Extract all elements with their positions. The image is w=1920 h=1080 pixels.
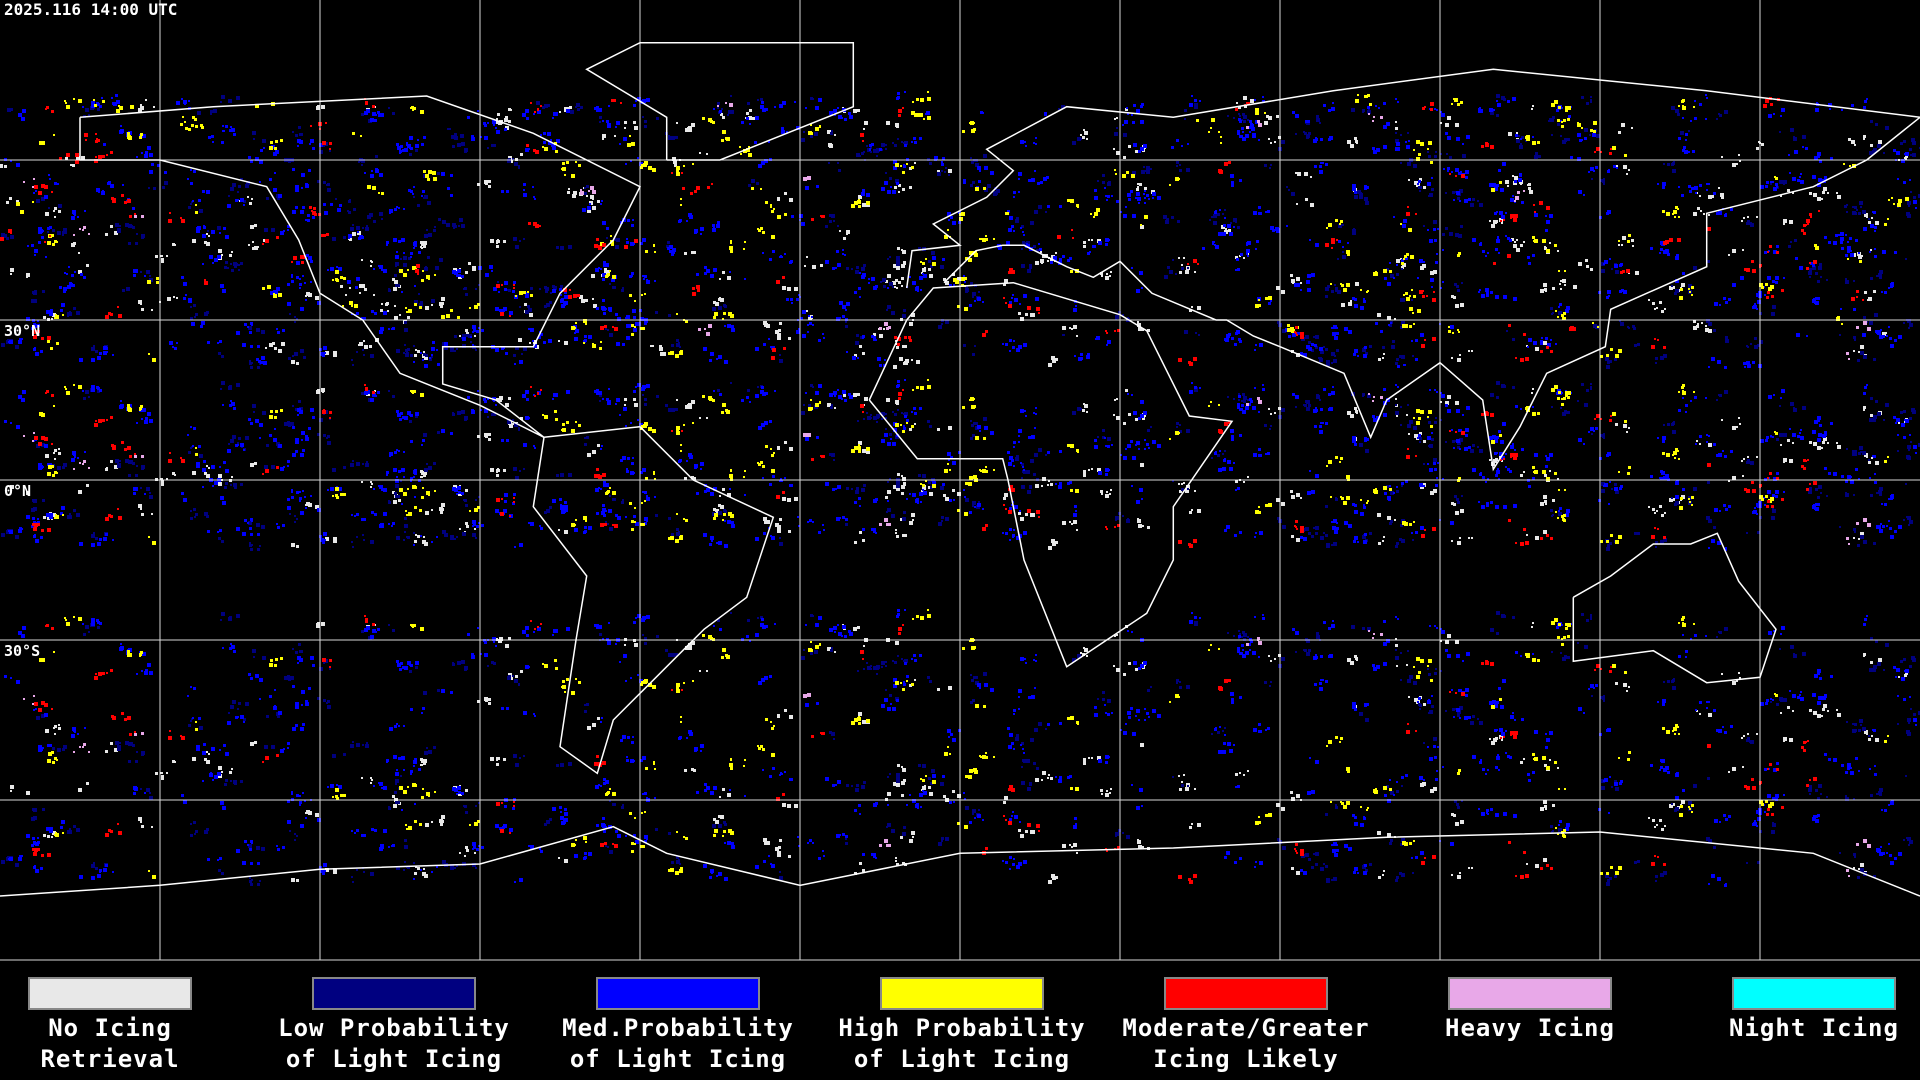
legend-swatch bbox=[312, 977, 476, 1010]
coastline bbox=[1572, 532, 1777, 684]
icing-pixels bbox=[4, 91, 1917, 887]
legend-swatch bbox=[1164, 977, 1328, 1010]
legend-label: Heavy Icing bbox=[1445, 1014, 1615, 1042]
latitude-label: 0°N bbox=[4, 482, 31, 500]
legend-label: of Light Icing bbox=[854, 1045, 1070, 1073]
latitude-label: 30°S bbox=[4, 642, 40, 660]
legend-label: of Light Icing bbox=[570, 1045, 786, 1073]
legend: No Icing Retrieval Low Probability of Light… bbox=[28, 977, 1899, 1073]
coastline bbox=[868, 281, 1234, 668]
coastline bbox=[79, 95, 642, 438]
graticule bbox=[0, 0, 1920, 961]
legend-label: Med.Probability bbox=[562, 1014, 794, 1042]
latitude-label: 30°N bbox=[4, 322, 40, 340]
legend-swatch bbox=[28, 977, 192, 1010]
legend-swatch bbox=[880, 977, 1044, 1010]
legend-label: of Light Icing bbox=[286, 1045, 502, 1073]
icing-pixels bbox=[0, 96, 1908, 884]
legend-label: Moderate/Greater bbox=[1122, 1014, 1369, 1042]
legend-label: Retrieval bbox=[40, 1045, 179, 1073]
timestamp: 2025.116 14:00 UTC bbox=[4, 0, 177, 19]
legend-swatch bbox=[596, 977, 760, 1010]
coastline bbox=[532, 425, 775, 775]
coastline bbox=[905, 68, 1920, 472]
legend-label: Night Icing bbox=[1729, 1014, 1899, 1042]
legend-label: Low Probability bbox=[278, 1014, 510, 1042]
legend-swatch bbox=[1732, 977, 1896, 1010]
legend-label: High Probability bbox=[838, 1014, 1085, 1042]
legend-swatch bbox=[1448, 977, 1612, 1010]
coastline bbox=[585, 41, 855, 161]
legend-label: No Icing bbox=[48, 1014, 172, 1042]
latitude-labels: 30°N 0°N 30°S bbox=[4, 322, 40, 660]
legend-label: Icing Likely bbox=[1153, 1045, 1338, 1073]
icing-field bbox=[0, 91, 1920, 887]
